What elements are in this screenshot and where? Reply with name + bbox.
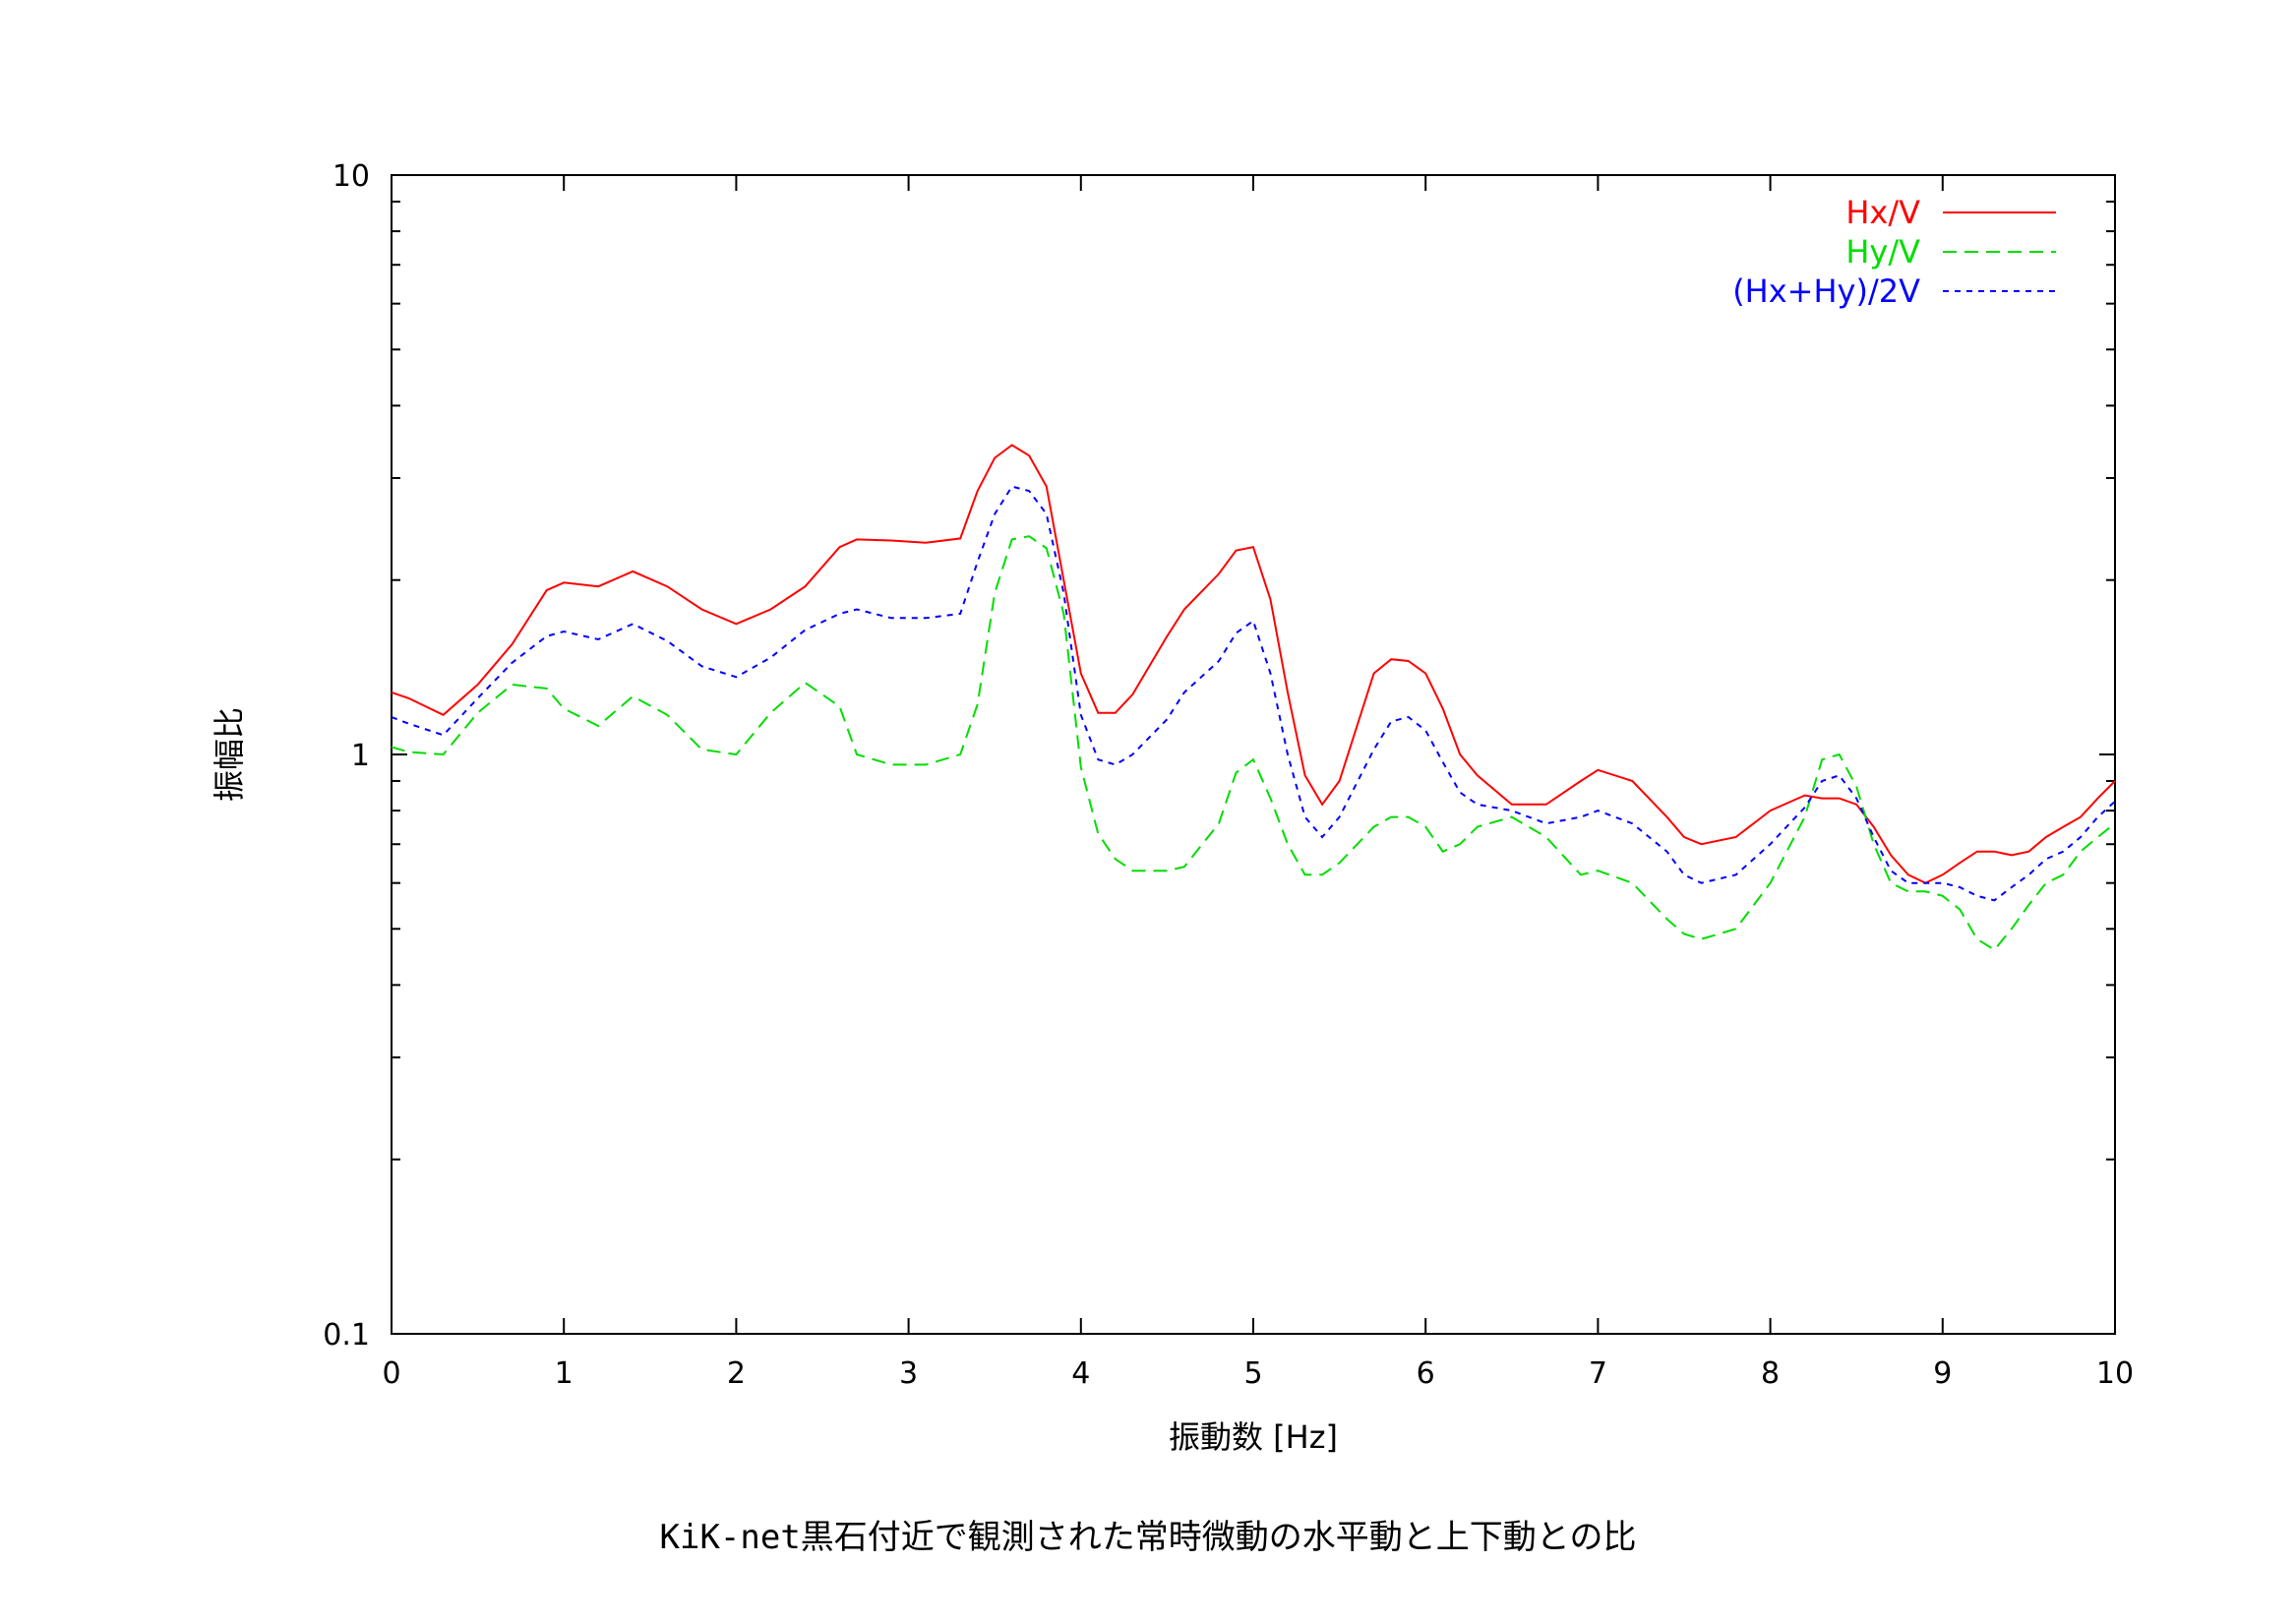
legend-label-1: Hy/V [1845,233,1920,271]
series-line-0 [391,444,2116,884]
x-tick-label: 0 [382,1356,400,1391]
legend-label-2: (Hx+Hy)/2V [1732,272,1920,310]
x-tick-label: 1 [555,1356,574,1391]
x-tick-label: 2 [727,1356,746,1391]
figure-caption: KiK-net黒石付近で観測された常時微動の水平動と上下動との比 [659,1518,1637,1557]
x-tick-label: 7 [1589,1356,1607,1391]
series-line-2 [391,485,2116,902]
x-tick-label: 9 [1933,1356,1952,1391]
y-axis-title: 振幅比 [211,707,248,802]
x-axis-title: 振動数 [Hz] [1169,1418,1338,1456]
x-tick-label: 10 [2096,1356,2134,1391]
x-tick-label: 4 [1071,1356,1090,1391]
tick-labels: 0 1 2 3 4 5 6 7 8 9 10 0.1 1 10 [323,159,2134,1391]
series-layer [391,444,2116,951]
plot-frame [391,174,2116,1335]
series-line-1 [391,535,2116,951]
legend: Hx/VHy/V(Hx+Hy)/2V [1732,194,2056,310]
x-tick-label: 5 [1243,1356,1262,1391]
axis-ticks [391,174,2116,1335]
x-tick-label: 8 [1761,1356,1780,1391]
x-tick-label: 6 [1417,1356,1435,1391]
x-tick-label: 3 [899,1356,918,1391]
y-tick-label: 1 [351,739,370,773]
legend-label-0: Hx/V [1845,194,1920,231]
y-tick-label: 10 [332,159,370,194]
y-tick-label: 0.1 [323,1318,370,1353]
